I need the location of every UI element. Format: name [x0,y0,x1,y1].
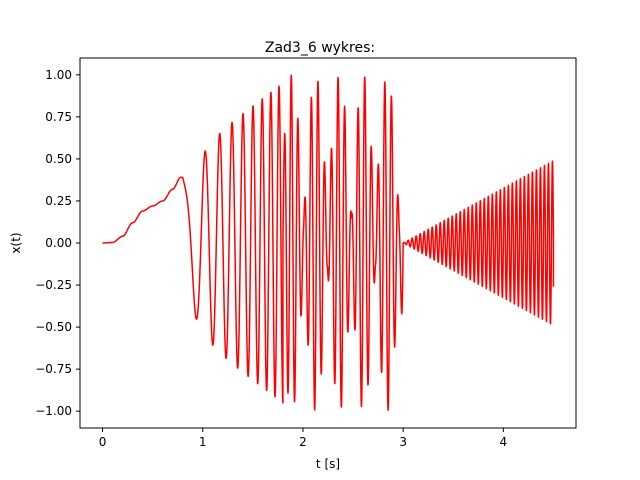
x-tick-label: 0 [99,435,107,449]
y-tick-label: −0.25 [35,278,72,292]
series-layer [101,74,555,411]
y-axis-label: x(t) [9,232,23,253]
chart-title: Zad3_6 wykres: [265,40,375,56]
y-axis: −1.00 −0.75 −0.50 −0.25 0.00 0.25 0.50 0.75 1.00 [35,68,80,418]
y-tick-label: 0.25 [45,194,72,208]
x-tick-label: 2 [299,435,307,449]
y-tick-label: 0.75 [45,110,72,124]
y-tick-label: −0.50 [35,320,72,334]
x-tick-label: 4 [500,435,508,449]
x-tick-label: 3 [399,435,407,449]
series-line [101,74,555,411]
x-axis-label: t [s] [316,457,340,471]
y-tick-label: −1.00 [35,404,72,418]
y-tick-label: −0.75 [35,362,72,376]
y-tick-label: 0.00 [45,236,72,250]
y-tick-label: 1.00 [45,68,72,82]
x-axis: 0 1 2 3 4 [99,428,507,449]
y-tick-label: 0.50 [45,152,72,166]
x-tick-label: 1 [199,435,207,449]
